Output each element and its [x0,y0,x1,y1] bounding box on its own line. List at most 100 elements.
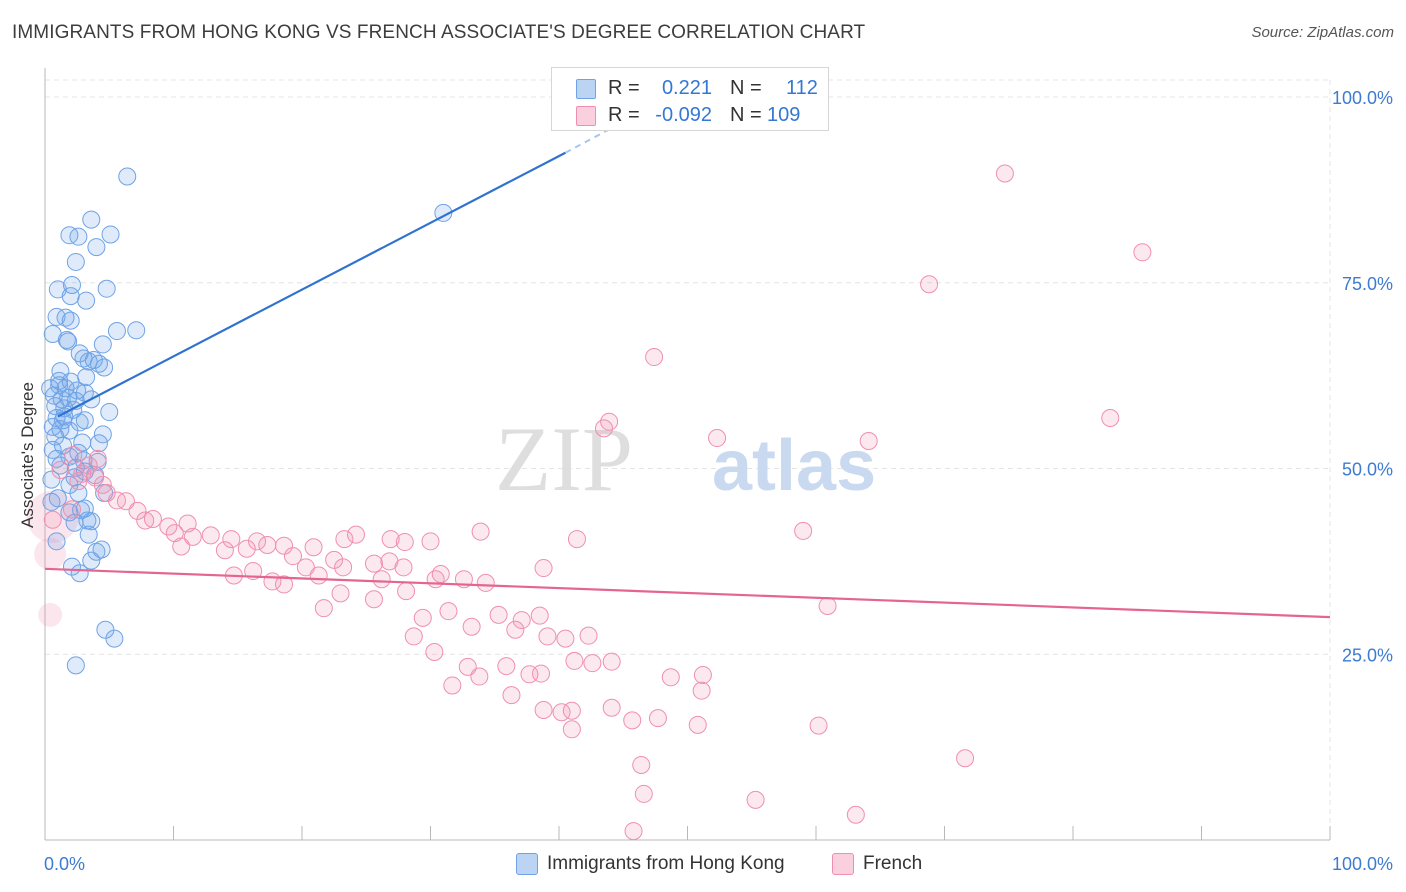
legend-n-label: N = [730,104,762,126]
bottom-legend-label: French [863,853,923,874]
point-french [579,626,598,645]
y-tick-label: 25.0% [1342,645,1393,665]
point-hong-kong [43,440,62,459]
point-french [136,511,155,530]
point-french [244,562,263,581]
point-french [421,532,440,551]
point-french [364,590,383,609]
point-hong-kong [87,238,106,257]
bottom-legend: Immigrants from Hong Kong French [0,852,1406,880]
y-tick-label: 50.0% [1342,460,1393,480]
point-french [458,657,477,676]
point-hong-kong [105,629,124,648]
point-french [413,608,432,627]
point-french [128,501,147,520]
axes [44,68,1331,841]
point-hong-kong [47,532,66,551]
point-french-cluster [38,602,63,627]
point-french [258,536,277,555]
point-hong-kong [92,540,111,559]
point-french [602,698,621,717]
point-french [51,460,70,479]
legend-swatch-french [576,106,596,126]
point-french [632,755,651,774]
point-hong-kong [42,470,61,489]
point-french [538,627,557,646]
point-french [846,805,865,824]
point-french [178,514,197,533]
watermark: ZIP atlas [495,408,876,510]
trend-line-hong-kong [57,151,566,418]
point-french [562,720,581,739]
point-french [431,565,450,584]
point-french [222,530,241,549]
point-french [623,711,642,730]
point-french [470,667,489,686]
point-french [439,602,458,621]
watermark-atlas: atlas [712,426,876,506]
point-french [69,472,88,491]
point-french [532,664,551,683]
point-hong-kong [93,425,112,444]
legend-row-hong-kong: R = 0.221 N = 112 [552,74,828,102]
legend-n-value: 109 [767,104,801,126]
point-french [346,525,365,544]
point-french [818,596,837,615]
legend-swatch-hong-kong [576,79,596,99]
point-french [443,676,462,695]
legend-r-label: R = [608,104,640,126]
point-french [530,606,549,625]
point-hong-kong [61,287,80,306]
point-french [86,468,105,487]
point-french [395,533,414,552]
point-french [159,517,178,536]
legend-n-value: 112 [786,77,818,99]
point-french [489,605,508,624]
legend-row-french: R = -0.092 N = 109 [552,101,828,129]
point-hong-kong [127,321,146,340]
point-french [309,566,328,585]
point-french [215,541,234,560]
point-hong-kong [78,511,97,530]
bottom-legend-swatch-hong-kong [516,853,538,875]
point-french [567,530,586,549]
point-french [314,599,333,618]
point-hong-kong [59,332,78,351]
point-french [746,790,765,809]
point-hong-kong [66,656,85,675]
y-tick-label: 100.0% [1332,88,1393,108]
point-hong-kong [107,322,126,341]
point-french [502,686,521,705]
x-tick-label: 0.0% [44,854,85,874]
point-french [275,575,294,594]
point-french [394,558,413,577]
tick-labels: 25.0% 50.0% 75.0% 100.0% 0.0% 100.0% [44,88,1393,874]
point-hong-kong [75,411,94,430]
bottom-legend-label: Immigrants from Hong Kong [547,853,785,874]
point-french [201,526,220,545]
point-french [64,446,83,465]
data-points [26,164,1152,841]
point-french [497,657,516,676]
point-french [583,654,602,673]
point-hong-kong [97,279,116,298]
point-hong-kong [100,403,119,422]
point-french [331,584,350,603]
point-french [693,666,712,685]
point-french [143,510,162,529]
point-french [634,784,653,803]
watermark-zip: ZIP [495,408,633,510]
point-french [284,547,303,566]
point-french [1101,408,1120,427]
point-hong-kong [51,456,70,475]
legend: R = 0.221 N = 112 R = -0.092 N = 109 [551,67,829,131]
point-french [172,537,191,556]
point-french [1133,243,1152,262]
point-french [404,627,423,646]
point-french [648,709,667,728]
point-french [708,429,727,448]
source-label: Source: ZipAtlas.com [1251,24,1394,41]
point-french [116,492,135,511]
point-french [645,348,664,367]
